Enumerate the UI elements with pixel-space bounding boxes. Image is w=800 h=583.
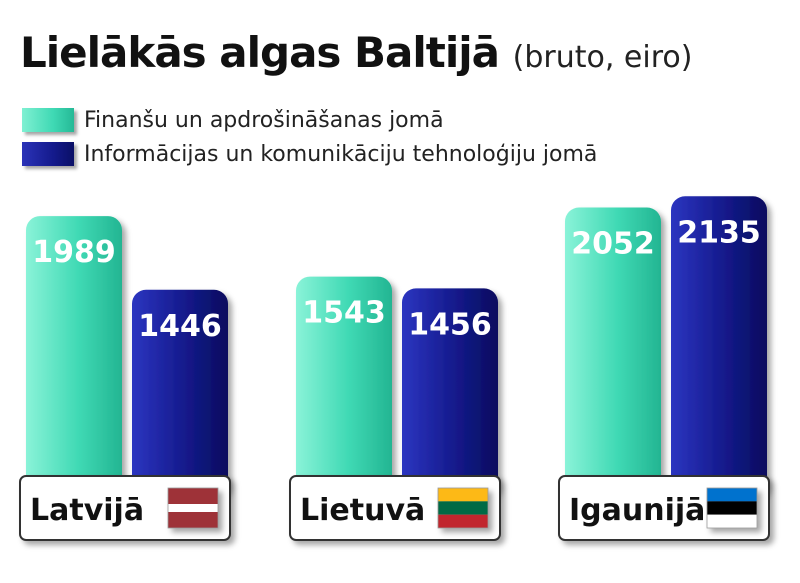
bar-value-label: 2052 — [571, 227, 655, 262]
estonia-flag-icon — [706, 487, 758, 529]
country-label: Lietuvā — [300, 493, 425, 528]
bar-value-label: 1543 — [302, 296, 386, 331]
bar-ict-2 — [402, 288, 498, 498]
chart-subtitle: (bruto, eiro) — [512, 40, 693, 75]
country-label: Igaunijā — [569, 493, 705, 528]
bar-ict-1 — [132, 289, 228, 498]
bar-value-label: 2135 — [677, 215, 761, 250]
legend-swatch-finance — [22, 108, 74, 132]
legend-item-ict: Informācijas un komunikāciju tehnoloģiju… — [22, 138, 597, 170]
legend-item-finance: Finanšu un apdrošināšanas jomā — [22, 104, 444, 136]
legend-swatch-ict — [22, 142, 74, 166]
bar-value-label: 1456 — [408, 307, 492, 342]
bar-value-label: 1989 — [32, 235, 116, 270]
country-label: Latvijā — [30, 493, 144, 528]
latvia-flag-icon — [167, 487, 219, 529]
bar-finance-3 — [565, 207, 661, 499]
chart-title-text: Lielākās algas Baltijā — [20, 28, 500, 77]
lithuania-flag-icon — [437, 487, 489, 529]
bar-value-label: 1446 — [138, 309, 222, 344]
legend-label-ict: Informācijas un komunikāciju tehnoloģiju… — [84, 141, 598, 167]
chart-title: Lielākās algas Baltijā (bruto, eiro) — [20, 28, 692, 77]
bar-finance-1 — [26, 216, 122, 498]
legend-label-finance: Finanšu un apdrošināšanas jomā — [84, 107, 444, 133]
bar-ict-3 — [671, 196, 767, 498]
bar-finance-2 — [296, 276, 392, 498]
